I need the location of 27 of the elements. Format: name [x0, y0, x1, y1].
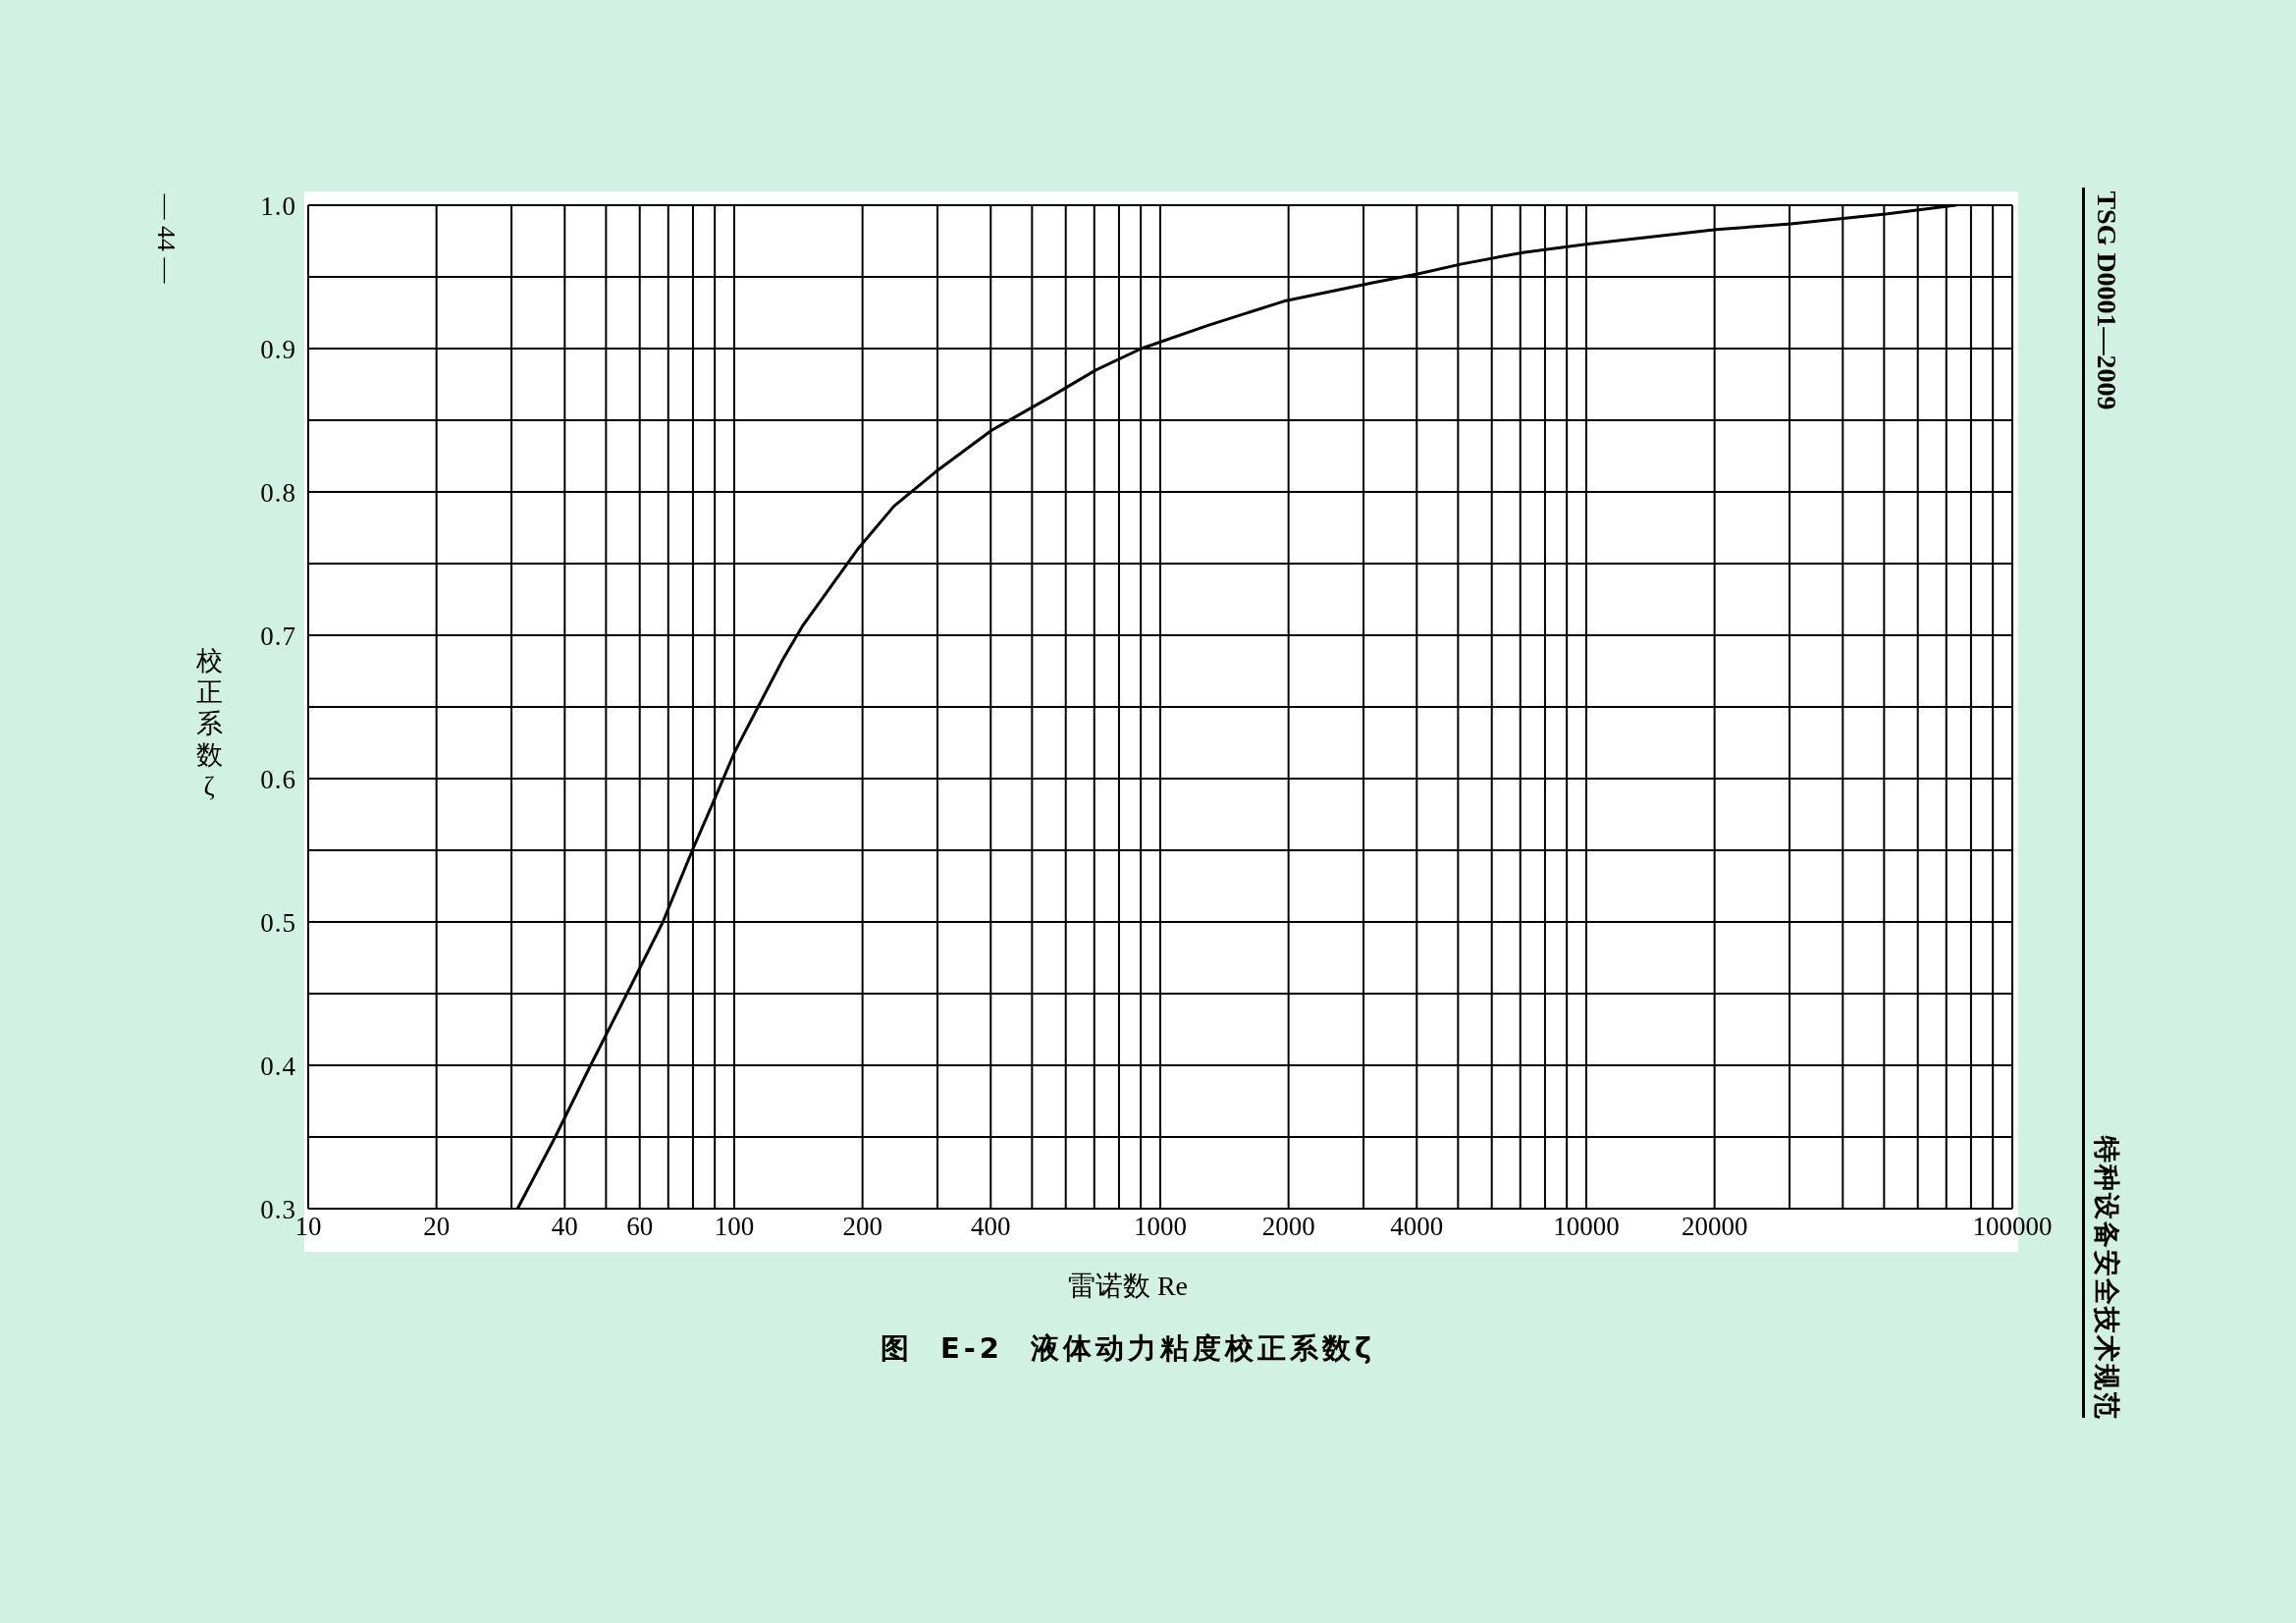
x-tick-label: 400: [971, 1212, 1011, 1242]
y-tick-label: 0.9: [260, 334, 296, 364]
y-tick-label: 0.7: [260, 621, 296, 651]
y-tick-label: 0.5: [260, 907, 296, 938]
x-tick-label: 10: [294, 1212, 322, 1242]
x-tick-label: 4000: [1390, 1212, 1444, 1242]
y-tick-label: 0.3: [260, 1194, 296, 1224]
x-tick-label: 100000: [1972, 1212, 2053, 1242]
y-tick-label: 1.0: [260, 190, 296, 221]
x-tick-label: 1000: [1134, 1212, 1187, 1242]
x-tick-label: 200: [842, 1212, 882, 1242]
y-axis-title: 校正系数ζ: [194, 645, 224, 802]
x-tick-label: 2000: [1261, 1212, 1315, 1242]
text: 特种设备安全技术规范: [2091, 1136, 2122, 1421]
text: TSG D0001—2009: [2092, 190, 2122, 410]
text: 图 E-2 液体动力粘度校正系数ζ: [880, 1330, 1376, 1367]
x-tick-label: 60: [626, 1212, 654, 1242]
x-axis-title: 雷诺数 Re: [1067, 1270, 1189, 1303]
y-tick-label: 0.6: [260, 764, 296, 794]
x-tick-label: 20: [423, 1212, 451, 1242]
x-tick-label: 10000: [1553, 1212, 1620, 1242]
y-tick-label: 0.4: [260, 1051, 296, 1081]
x-tick-label: 20000: [1681, 1212, 1748, 1242]
x-tick-label: 100: [714, 1212, 755, 1242]
text: — 44 —: [152, 193, 181, 284]
x-tick-label: 40: [551, 1212, 578, 1242]
y-tick-label: 0.8: [260, 477, 296, 508]
